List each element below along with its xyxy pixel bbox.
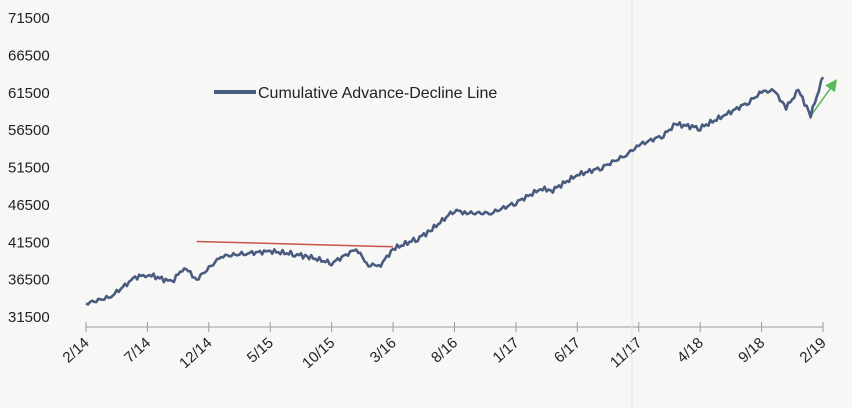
x-axis-ticks: 2/14 7/14 12/14 5/15 10/15 3/16 8/16 1/17 6/17 11… (60, 0, 830, 408)
trend-arrow (810, 79, 838, 117)
series-group (85, 76, 825, 306)
x-tick-label: 4/18 (674, 334, 707, 366)
y-tick-label: 61500 (8, 85, 50, 102)
x-tick-label: 6/17 (551, 334, 584, 366)
x-tick-label: 12/14 (176, 334, 215, 372)
legend-label: Cumulative Advance-Decline Line (258, 85, 497, 102)
x-tick-label: 5/15 (244, 334, 277, 366)
annotations (196, 79, 838, 248)
x-tick-label: 10/15 (299, 334, 338, 372)
y-tick-label: 66500 (8, 47, 50, 64)
trend-line (196, 240, 394, 248)
x-tick-label: 3/16 (367, 334, 400, 366)
x-tick-label: 7/14 (121, 334, 154, 366)
y-tick-label: 71500 (8, 10, 50, 27)
x-tick-label: 11/17 (607, 334, 645, 371)
x-tick-label: 2/19 (797, 334, 830, 366)
y-tick-label: 46500 (8, 197, 50, 214)
x-tick-label: 9/18 (735, 334, 768, 366)
y-tick-label: 51500 (8, 160, 50, 177)
y-tick-label: 56500 (8, 122, 50, 139)
x-tick-label: 8/16 (428, 334, 461, 366)
y-tick-label: 41500 (8, 234, 50, 251)
legend: Cumulative Advance-Decline Line (214, 85, 497, 102)
x-tick-label: 2/14 (60, 334, 93, 366)
series-line (85, 76, 825, 306)
x-tick-label: 1/17 (490, 334, 523, 366)
y-tick-label: 31500 (8, 309, 50, 326)
y-tick-label: 36500 (8, 272, 50, 289)
y-axis-ticks: 31500 36500 41500 46500 51500 56500 61500 66500… (8, 10, 50, 326)
